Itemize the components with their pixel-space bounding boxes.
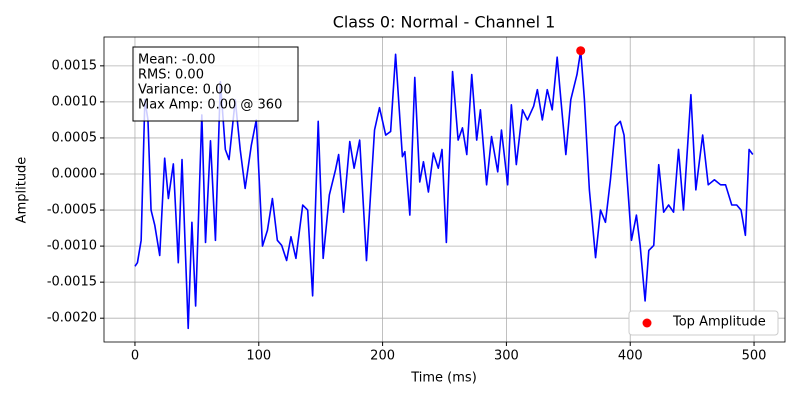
y-tick-label: -0.0015 xyxy=(47,275,97,290)
stats-line: Mean: -0.00 xyxy=(138,53,216,68)
y-tick-label: -0.0020 xyxy=(47,311,97,326)
legend-label: Top Amplitude xyxy=(672,315,766,330)
x-tick-label: 100 xyxy=(246,349,271,364)
y-tick-label: -0.0010 xyxy=(47,239,97,254)
stats-box xyxy=(132,46,299,122)
signal-line xyxy=(134,49,754,330)
y-axis-label: Amplitude xyxy=(15,157,30,224)
stats-line: Variance: 0.00 xyxy=(138,83,232,98)
plot-frame xyxy=(103,36,786,343)
x-tick-label: 500 xyxy=(742,349,767,364)
y-tick-label: 0.0005 xyxy=(52,130,98,145)
stats-line: Max Amp: 0.00 @ 360 xyxy=(138,98,282,113)
x-axis-label: Time (ms) xyxy=(410,371,477,386)
top-amplitude-point xyxy=(576,46,586,56)
legend-box xyxy=(628,310,779,336)
chart-title: Class 0: Normal - Channel 1 xyxy=(333,13,556,32)
x-tick-label: 300 xyxy=(494,349,519,364)
y-tick-label: 0.0010 xyxy=(52,94,98,109)
y-tick-label: 0.0015 xyxy=(52,58,98,73)
y-tick-label: -0.0005 xyxy=(47,203,97,218)
legend-marker xyxy=(642,318,652,328)
x-tick-label: 0 xyxy=(131,349,139,364)
x-tick-label: 400 xyxy=(618,349,643,364)
stats-line: RMS: 0.00 xyxy=(138,68,204,83)
y-tick-label: 0.0000 xyxy=(52,166,98,181)
x-tick-label: 200 xyxy=(370,349,395,364)
